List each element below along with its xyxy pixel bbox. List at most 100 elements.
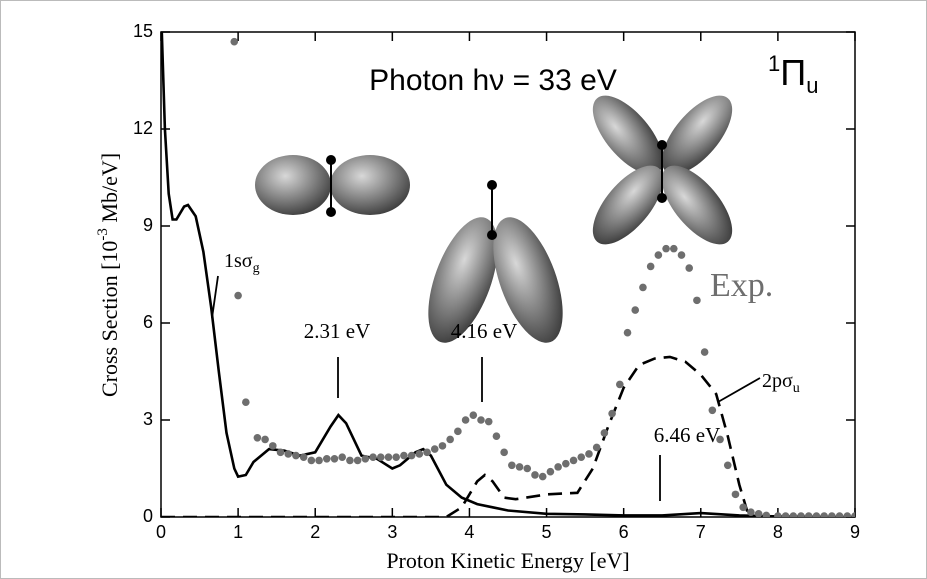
data-point	[300, 453, 308, 461]
data-point	[242, 398, 250, 406]
data-point	[470, 411, 478, 419]
data-point	[547, 468, 555, 476]
symmetry-label: 1Πu	[768, 51, 819, 98]
data-point	[346, 457, 354, 465]
data-point	[662, 245, 670, 253]
data-point	[331, 455, 339, 463]
data-point	[477, 416, 485, 424]
data-point	[797, 512, 805, 520]
data-point	[284, 450, 292, 458]
data-point	[685, 264, 693, 272]
y-tick-label: 0	[143, 506, 153, 526]
data-point	[739, 504, 747, 512]
chart: Photon hν = 33 eV 1Πu Proton Kinetic Ene…	[0, 0, 927, 579]
data-point	[416, 450, 424, 458]
data-point	[624, 329, 632, 337]
data-point	[755, 510, 763, 518]
data-point	[539, 473, 547, 481]
data-point	[354, 457, 362, 465]
data-point	[701, 348, 709, 356]
x-tick-label: 2	[310, 522, 320, 542]
data-point	[485, 418, 493, 426]
x-tick-label: 1	[233, 522, 243, 542]
data-point	[508, 461, 516, 469]
x-tick-label: 3	[387, 522, 397, 542]
annotation: 6.46 eV	[654, 423, 721, 447]
data-point	[639, 284, 647, 292]
data-point	[631, 306, 639, 314]
y-axis-label: Cross Section [10-3 Mb/eV]	[95, 153, 122, 397]
data-point	[647, 263, 655, 271]
x-tick-label: 7	[696, 522, 706, 542]
data-point	[593, 444, 601, 452]
series-label-text: 1sσ	[224, 250, 253, 272]
x-tick-label: 0	[156, 522, 166, 542]
data-point	[323, 455, 331, 463]
data-point	[277, 449, 285, 457]
data-point	[493, 432, 501, 440]
series-label: 1sσg	[224, 250, 260, 277]
y-tick-label: 9	[143, 215, 153, 235]
data-point	[362, 455, 370, 463]
data-point	[747, 508, 755, 516]
data-point	[585, 450, 593, 458]
data-point	[254, 434, 262, 442]
data-point	[820, 512, 828, 520]
y-tick-label: 15	[133, 21, 153, 41]
data-point	[462, 416, 470, 424]
data-point	[836, 512, 844, 520]
data-point	[523, 465, 531, 473]
data-point	[377, 453, 385, 461]
data-point	[608, 410, 616, 418]
data-point	[805, 512, 813, 520]
data-point	[562, 460, 570, 468]
data-point	[782, 512, 790, 520]
series-label: 2pσu	[762, 370, 800, 397]
data-point	[315, 457, 323, 465]
data-point	[843, 512, 851, 520]
x-tick-label: 4	[464, 522, 474, 542]
data-point	[516, 463, 524, 471]
data-point	[616, 381, 624, 389]
data-point	[577, 453, 585, 461]
data-point	[454, 428, 462, 436]
data-point	[234, 292, 242, 300]
annotation: 2.31 eV	[304, 319, 371, 343]
data-point	[446, 436, 454, 444]
lobes-231	[255, 155, 410, 217]
data-point	[423, 449, 431, 457]
data-point	[774, 512, 782, 520]
data-point	[678, 251, 686, 259]
annotation: 4.16 eV	[451, 319, 518, 343]
lobes-646	[580, 84, 744, 256]
data-point	[655, 251, 663, 259]
x-tick-label: 6	[619, 522, 629, 542]
series-label-text: 2pσ	[762, 370, 793, 392]
data-point	[763, 512, 771, 520]
x-tick-label: 5	[542, 522, 552, 542]
data-point	[570, 457, 578, 465]
data-point	[439, 442, 447, 450]
data-point	[230, 38, 238, 46]
data-point	[408, 452, 416, 460]
page: {"chart_data": { "type": "line", "title"…	[0, 0, 927, 579]
data-point	[732, 491, 740, 499]
label-leader	[212, 276, 218, 318]
x-axis-label: Proton Kinetic Energy [eV]	[386, 548, 629, 573]
y-tick-label: 12	[133, 118, 153, 138]
data-point	[269, 442, 277, 450]
series-label-sub: g	[253, 261, 260, 276]
data-point	[431, 445, 439, 453]
data-point	[500, 449, 508, 457]
data-point	[851, 512, 859, 520]
data-point	[828, 512, 836, 520]
data-point	[531, 471, 539, 479]
y-tick-label: 3	[143, 409, 153, 429]
data-point	[385, 453, 393, 461]
series-label: Exp.	[710, 267, 773, 304]
data-point	[392, 453, 400, 461]
x-tick-label: 9	[850, 522, 860, 542]
series-label-sub: u	[793, 381, 800, 396]
data-point	[670, 245, 678, 253]
data-point	[724, 461, 732, 469]
